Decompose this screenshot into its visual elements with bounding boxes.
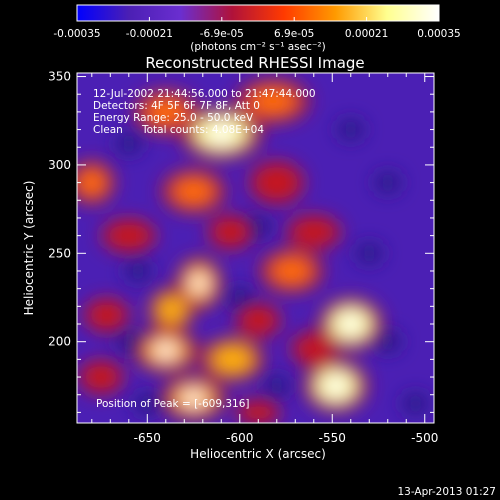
x-tick-label: -650 [134, 431, 161, 445]
annotation-energy-range: Energy Range: 25.0 - 50.0 keV [93, 112, 254, 124]
chart-title: Reconstructed RHESSI Image [145, 54, 364, 72]
heatmap-low-region [373, 330, 402, 353]
heatmap-low-region [336, 118, 365, 141]
heatmap-blob [172, 177, 215, 206]
heatmap-low-region [124, 259, 153, 282]
heatmap-image [77, 79, 430, 423]
heatmap-blob [111, 224, 147, 247]
colorbar-tick-label: 6.9e-05 [274, 28, 314, 40]
x-tick-label: -550 [319, 431, 346, 445]
y-tick-label: 200 [48, 335, 71, 349]
heatmap-blob [296, 220, 332, 244]
y-tick-label: 350 [48, 70, 71, 84]
x-axis-label: Heliocentric X (arcsec) [190, 447, 326, 461]
x-tick-label: -500 [411, 431, 438, 445]
annotation-method: Clean [93, 124, 123, 136]
colorbar-tick-label: 0.00035 [417, 28, 460, 40]
heatmap-blob [243, 309, 274, 332]
colorbar-ticks: -0.00035 -0.00021 -6.9e-05 6.9e-05 0.00021 0.… [53, 17, 461, 40]
annotation-detectors: Detectors: 4F 5F 6F 7F 8F, Att 0 [93, 100, 260, 112]
footer-timestamp: 13-Apr-2013 01:27 [397, 486, 496, 498]
annotation-peak-position: Position of Peak = [-609,316] [96, 398, 250, 410]
heatmap-low-region [133, 392, 162, 415]
heatmap-low-region [114, 132, 143, 155]
heatmap-low-region [355, 242, 384, 265]
heatmap-blob-core [207, 124, 235, 142]
colorbar-tick-label: -0.00021 [126, 28, 173, 40]
heatmap-low-region [373, 171, 402, 194]
heatmap-low-region [225, 286, 254, 309]
x-axis: -650 -600 -550 -500 [91, 73, 438, 445]
plot-frame [76, 72, 435, 424]
colorbar-tick-label: -0.00035 [53, 28, 100, 40]
heatmap-blob [91, 303, 122, 327]
colorbar-tick-label: 0.00021 [345, 28, 388, 40]
heatmap-blob [298, 337, 329, 361]
heatmap-blob [156, 295, 187, 325]
heatmap-low-region [401, 392, 430, 415]
y-tick-label: 300 [48, 158, 71, 172]
colorbar [76, 4, 440, 22]
heatmap-blob-core [191, 274, 207, 292]
heatmap-blob [86, 365, 116, 389]
heatmap-blob [145, 97, 187, 127]
heatmap-blob [249, 87, 297, 116]
heatmap-blob [259, 168, 295, 197]
heatmap-blob [243, 403, 274, 421]
heatmap-blob [77, 168, 107, 197]
colorbar-tick-label: -6.9e-05 [200, 28, 244, 40]
heatmap-low-region [262, 374, 291, 397]
annotation-total-counts: Total counts: 4.08E+04 [141, 124, 264, 136]
heatmap-blob [211, 345, 254, 374]
colorbar-units-label: (photons cm⁻² s⁻¹ asec⁻²) [190, 41, 325, 53]
heatmap-blob-core [340, 315, 362, 333]
heatmap-blob-core [155, 343, 177, 358]
y-axis-label: Heliocentric Y (arcsec) [22, 181, 36, 316]
x-tick-label: -600 [226, 431, 253, 445]
heatmap-blob [215, 220, 246, 244]
y-tick-label: 250 [48, 246, 71, 260]
heatmap-blob-core [183, 391, 204, 406]
heatmap-blob [270, 256, 313, 286]
heatmap-blob-core [325, 377, 347, 395]
y-axis: 200 250 300 350 [48, 70, 434, 413]
annotation-time-range: 12-Jul-2002 21:44:56.000 to 21:47:44.000 [93, 88, 316, 100]
